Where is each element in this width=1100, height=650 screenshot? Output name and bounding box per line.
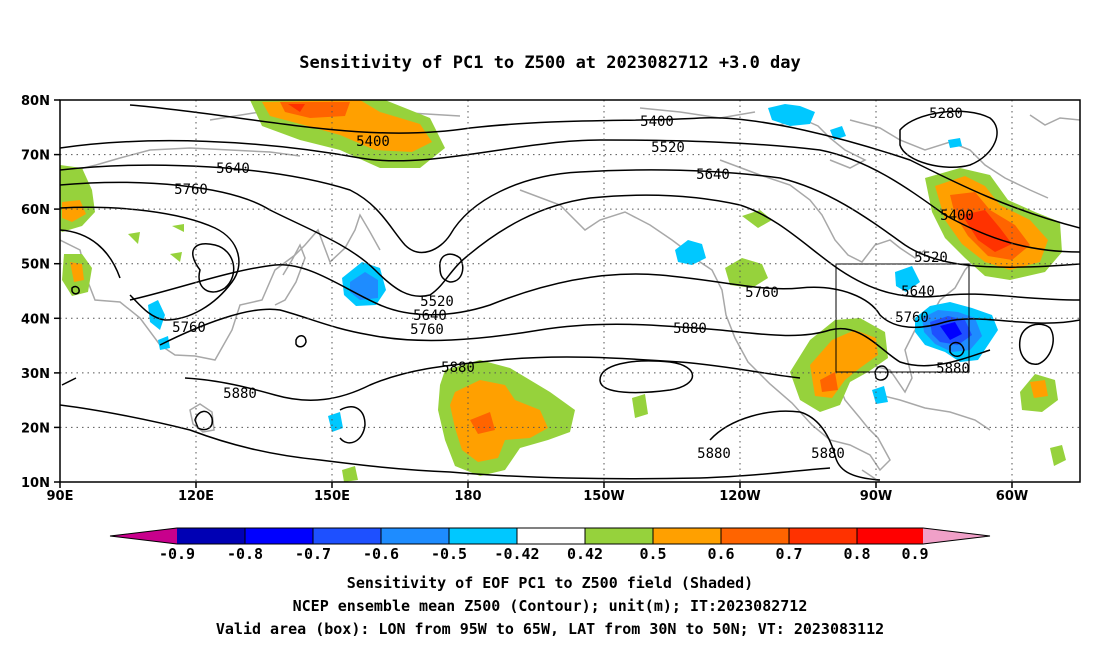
contour-label: 5520 [914,250,948,266]
colorbar-dividers [244,528,858,544]
contour-label: 5280 [929,106,963,122]
longitude-labels: 90E 120E 150E 180 150W 120W 90W 60W [47,489,1029,504]
colorbar-label: -0.6 [363,545,399,563]
lon-tick-label: 150E [314,489,350,504]
caption-block: Sensitivity of EOF PC1 to Z500 field (Sh… [216,574,884,638]
contour-label: 5640 [413,308,447,324]
latitude-labels: 80N 70N 60N 50N 40N 30N 20N 10N [21,94,50,491]
z500-contours [60,104,1080,481]
lon-tick-label: 90E [47,489,74,504]
contour-label: 5880 [441,360,475,376]
colorbar-swatch [789,528,857,544]
colorbar-labels: -0.9 -0.8 -0.7 -0.6 -0.5 -0.42 0.42 0.5 … [159,545,929,563]
contour-label: 5640 [696,167,730,183]
colorbar-label: 0.9 [901,545,928,563]
colorbar-outline [109,527,991,545]
figure-title: Sensitivity of PC1 to Z500 at 2023082712… [299,53,801,73]
lat-tick-label: 60N [21,203,50,218]
contour-label: 5400 [356,134,390,150]
colorbar-swatch [585,528,653,544]
caption-line-shading: Sensitivity of EOF PC1 to Z500 field (Sh… [347,574,753,592]
positive-sensitivity-shading [60,100,1066,482]
lat-tick-label: 80N [21,94,50,109]
lon-tick-label: 90W [860,489,892,504]
contour-label: 5880 [811,446,845,462]
colorbar-swatch [245,528,313,544]
colorbar-label: 0.7 [775,545,802,563]
contour-label: 5400 [940,208,974,224]
lon-tick-label: 180 [454,489,481,504]
colorbar-swatch [857,528,923,544]
contour-label: 5760 [172,320,206,336]
colorbar: -0.9 -0.8 -0.7 -0.6 -0.5 -0.42 0.42 0.5 … [109,527,991,563]
contour-label: 5880 [697,446,731,462]
lat-tick-label: 40N [21,312,50,327]
colorbar-label: -0.42 [494,545,539,563]
contour-label: 5760 [745,285,779,301]
axis-ticks [54,99,1013,488]
negative-sensitivity-shading [148,104,998,432]
lat-tick-label: 70N [21,149,50,164]
contour-label: 5760 [895,310,929,326]
colorbar-swatch [177,528,245,544]
contour-label: 5640 [216,161,250,177]
lon-tick-label: 120E [178,489,214,504]
contour-label: 5760 [410,322,444,338]
map-frame [59,99,1081,483]
map-area: 5280 5400 5400 5400 5520 5520 5520 5640 … [60,100,1080,482]
caption-line-contour: NCEP ensemble mean Z500 (Contour); unit(… [293,597,808,615]
colorbar-swatch [721,528,789,544]
colorbar-swatch [313,528,381,544]
colorbar-label: 0.5 [639,545,666,563]
lat-tick-label: 20N [21,421,50,436]
colorbar-swatch [653,528,721,544]
lat-tick-label: 30N [21,367,50,382]
colorbar-label: -0.5 [431,545,467,563]
contour-label: 5880 [673,321,707,337]
colorbar-swatch [449,528,517,544]
lat-tick-label: 50N [21,258,50,273]
colorbar-right-arrow [923,528,990,544]
contour-label: 5400 [640,114,674,130]
colorbar-label: 0.42 [567,545,603,563]
colorbar-label: -0.8 [227,545,263,563]
contour-label: 5880 [223,386,257,402]
contour-labels: 5280 5400 5400 5400 5520 5520 5520 5640 … [172,106,974,462]
contour-label: 5760 [174,182,208,198]
colorbar-swatch [517,528,585,544]
contour-label: 5880 [936,361,970,377]
lat-tick-label: 10N [21,476,50,491]
colorbar-left-arrow [110,528,177,544]
lon-tick-label: 150W [583,489,624,504]
colorbar-label: 0.8 [843,545,870,563]
contour-label: 5520 [651,140,685,156]
contour-label: 5520 [420,294,454,310]
lon-tick-label: 120W [719,489,760,504]
lon-tick-label: 60W [996,489,1028,504]
contour-label: 5640 [901,284,935,300]
colorbar-label: 0.6 [707,545,734,563]
colorbar-label: -0.9 [159,545,195,563]
colorbar-swatch [381,528,449,544]
colorbar-label: -0.7 [295,545,331,563]
caption-line-valid-area: Valid area (box): LON from 95W to 65W, L… [216,620,884,638]
